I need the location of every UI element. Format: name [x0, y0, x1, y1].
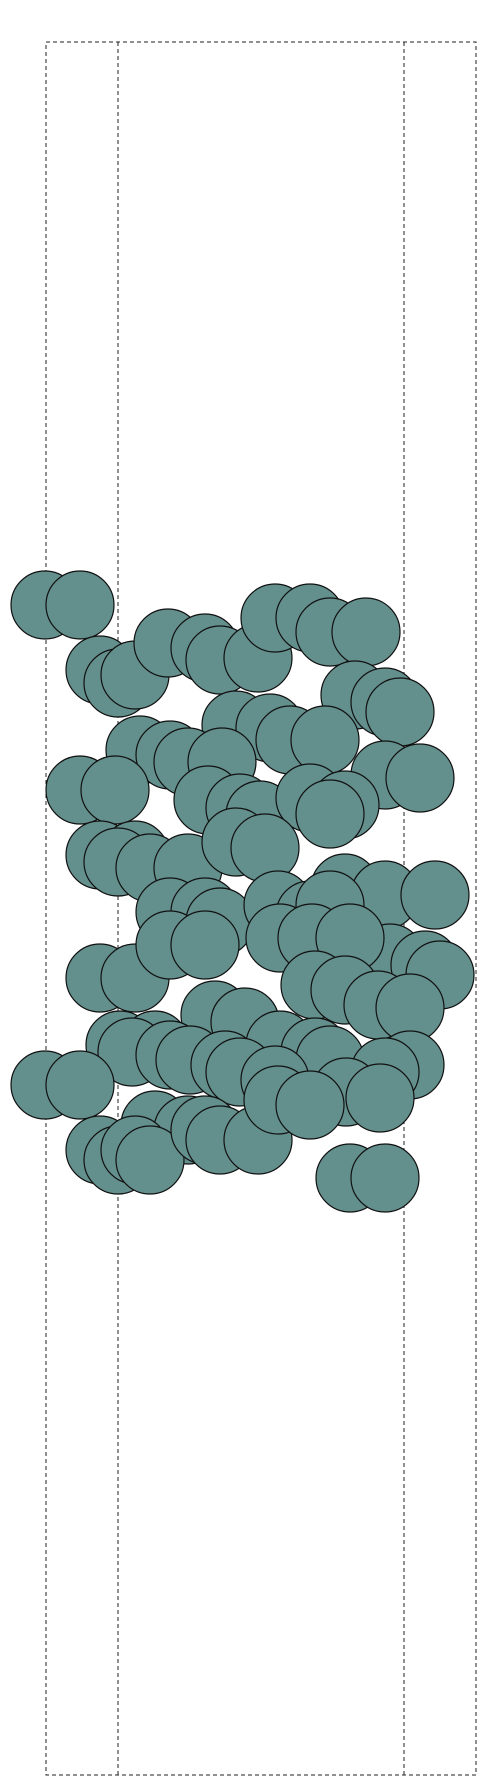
atom-circle	[290, 705, 360, 775]
atom-circle	[331, 597, 401, 667]
atoms-group	[10, 570, 475, 1213]
atom-circle	[230, 813, 300, 883]
atom-circle	[385, 743, 455, 813]
atom-circle	[115, 1125, 185, 1195]
atom-circle	[400, 860, 470, 930]
atom-circle	[345, 1063, 415, 1133]
atom-circle	[170, 910, 240, 980]
atom-circle	[80, 755, 150, 825]
atom-circle	[45, 1050, 115, 1120]
atom-circle	[365, 677, 435, 747]
atom-circle	[350, 1143, 420, 1213]
atom-circle	[295, 779, 365, 849]
atom-circle	[45, 570, 115, 640]
cell-boundaries	[45, 41, 477, 1776]
outer-boundary-box	[45, 41, 477, 1776]
atom-circle	[275, 1070, 345, 1140]
